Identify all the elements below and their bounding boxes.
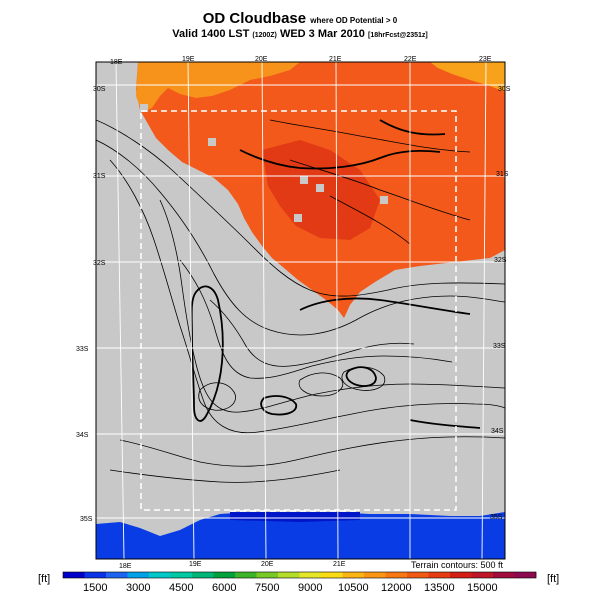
valid-date: WED 3 Mar 2010 (279, 28, 365, 40)
grey-gap (380, 196, 388, 204)
colorbar-swatch (385, 572, 408, 578)
lon-label-top: 22E (404, 56, 417, 63)
valid-time: Valid 1400 LST (172, 28, 250, 40)
lat-label-right: 34S (491, 428, 504, 435)
colorbar-swatch (493, 572, 515, 578)
colorbar-tick-label: 9000 (298, 582, 322, 594)
valid-utc: (1200Z) (252, 32, 277, 39)
forecast-note: [18hrFcst@2351z] (367, 32, 428, 39)
colorbar-tick-label: 15000 (467, 582, 498, 594)
low-cloudbase-region (96, 512, 505, 559)
colorbar-swatch (63, 572, 85, 578)
lat-label-left: 35S (80, 516, 93, 523)
grey-gap (140, 104, 148, 112)
lon-label-top: 19E (182, 56, 195, 63)
lon-label-top: 18E (110, 59, 123, 66)
chart-title: OD Cloudbase where OD Potential > 0 (202, 10, 398, 27)
lat-label-right: 33S (493, 343, 506, 350)
lat-label-right: 30S (498, 86, 511, 93)
colorbar-swatch (278, 572, 300, 578)
lon-label-bottom: 20E (261, 561, 274, 568)
lat-label-left: 33S (76, 346, 89, 353)
terrain-contours-major (190, 119, 481, 429)
lon-label-top: 20E (255, 56, 268, 63)
low-cloudbase-deep (230, 512, 360, 522)
map-frame (95, 61, 506, 560)
chart-title-note: where OD Potential > 0 (310, 16, 398, 25)
lat-label-left: 31S (93, 173, 106, 180)
colorbar-swatch (84, 572, 107, 578)
colorbar (62, 571, 537, 579)
colorbar-labels: 1500 3000 4500 6000 7500 9000 10500 12000 13500 1… (83, 582, 498, 594)
colorbar-tick-label: 6000 (212, 582, 236, 594)
colorbar-swatch (235, 572, 257, 578)
colorbar-unit-right: [ft] (547, 573, 559, 585)
colorbar-swatch (106, 572, 128, 578)
lat-lon-grid (96, 61, 505, 560)
colorbar-swatch (299, 572, 322, 578)
colorbar-swatch (407, 572, 429, 578)
colorbar-tick-label: 4500 (169, 582, 193, 594)
lat-label-left: 30S (93, 86, 106, 93)
colorbar-swatch (256, 572, 279, 578)
colorbar-swatch (364, 572, 386, 578)
colorbar-swatch (170, 572, 193, 578)
grey-gap (316, 184, 324, 192)
colorbar-tick-label: 10500 (338, 582, 369, 594)
grey-gap (208, 138, 216, 146)
lat-label-right: 31S (496, 171, 509, 178)
colorbar-tick-label: 13500 (424, 582, 455, 594)
orange-band-north (136, 62, 300, 112)
colorbar-swatch (321, 572, 343, 578)
colorbar-swatch (514, 572, 537, 578)
lon-label-bottom: 21E (333, 561, 346, 568)
lon-label-bottom: 18E (119, 563, 132, 570)
grey-gap (294, 214, 302, 222)
lon-label-top: 21E (329, 56, 342, 63)
grey-gap (300, 176, 308, 184)
colorbar-swatch (149, 572, 171, 578)
chart-subtitle: Valid 1400 LST (1200Z) WED 3 Mar 2010 [1… (0, 28, 600, 40)
colorbar-tick-label: 7500 (255, 582, 279, 594)
terrain-contour-note: Terrain contours: 500 ft (411, 560, 504, 570)
lon-label-bottom: 19E (189, 561, 202, 568)
colorbar-tick-label: 1500 (83, 582, 107, 594)
colorbar-swatch (127, 572, 150, 578)
lat-label-left: 32S (93, 260, 106, 267)
colorbar-frame (62, 571, 537, 579)
colorbar-swatch (213, 572, 236, 578)
colorbar-tick-label: 12000 (381, 582, 412, 594)
colorbar-swatch (342, 572, 365, 578)
lat-label-left: 34S (76, 432, 89, 439)
colorbar-swatch (450, 572, 472, 578)
colorbar-unit-left: [ft] (38, 573, 50, 585)
lon-label-top: 23E (479, 56, 492, 63)
colorbar-swatch (471, 572, 494, 578)
colorbar-swatch (428, 572, 451, 578)
lat-label-right: 32S (494, 257, 507, 264)
analysis-domain-box (140, 110, 457, 511)
lat-label-right: 35S (490, 514, 503, 521)
colorbar-tick-label: 3000 (126, 582, 150, 594)
colorbar-swatch (192, 572, 214, 578)
